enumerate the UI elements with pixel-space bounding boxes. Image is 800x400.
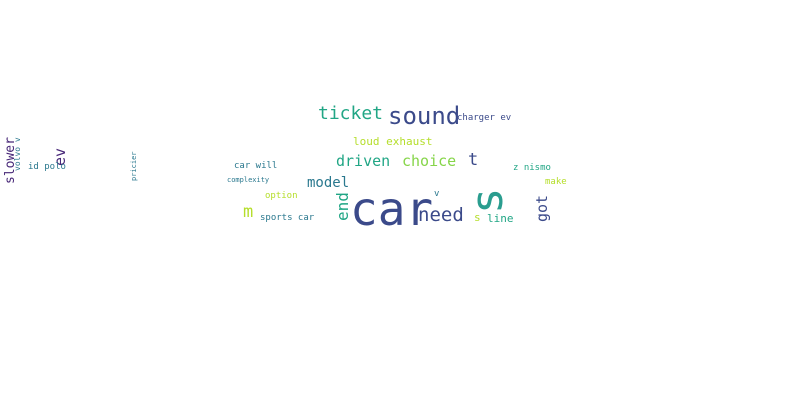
word-line: line	[487, 212, 514, 225]
word-need: need	[418, 204, 464, 226]
word-complexity: complexity	[227, 176, 270, 184]
word-s: s	[462, 187, 513, 215]
word-car-will: car will	[234, 161, 278, 171]
word-ticket: ticket	[318, 103, 384, 124]
word-loud-exhaust: loud exhaust	[353, 135, 433, 148]
word-charger-ev: charger ev	[457, 113, 512, 123]
word-sound: sound	[388, 102, 461, 130]
word-m: m	[243, 202, 254, 222]
word-option: option	[265, 191, 298, 201]
word-t: t	[468, 150, 479, 170]
word-choice: choice	[402, 152, 457, 170]
word-pricier: pricier	[130, 151, 138, 181]
word-model: model	[307, 175, 350, 191]
word-make: make	[545, 177, 567, 187]
word-v: v	[434, 189, 440, 199]
word-volvo-v: volvo v	[13, 137, 22, 171]
word-end: end	[333, 192, 352, 221]
word-got: got	[533, 194, 551, 222]
word-car: car	[350, 182, 434, 236]
word-driven: driven	[336, 152, 391, 170]
word-sports-car: sports car	[260, 213, 315, 223]
word-z-nismo: z nismo	[513, 163, 551, 173]
word-id-polo: id polo	[28, 162, 66, 172]
word-s-small: s	[474, 211, 481, 224]
